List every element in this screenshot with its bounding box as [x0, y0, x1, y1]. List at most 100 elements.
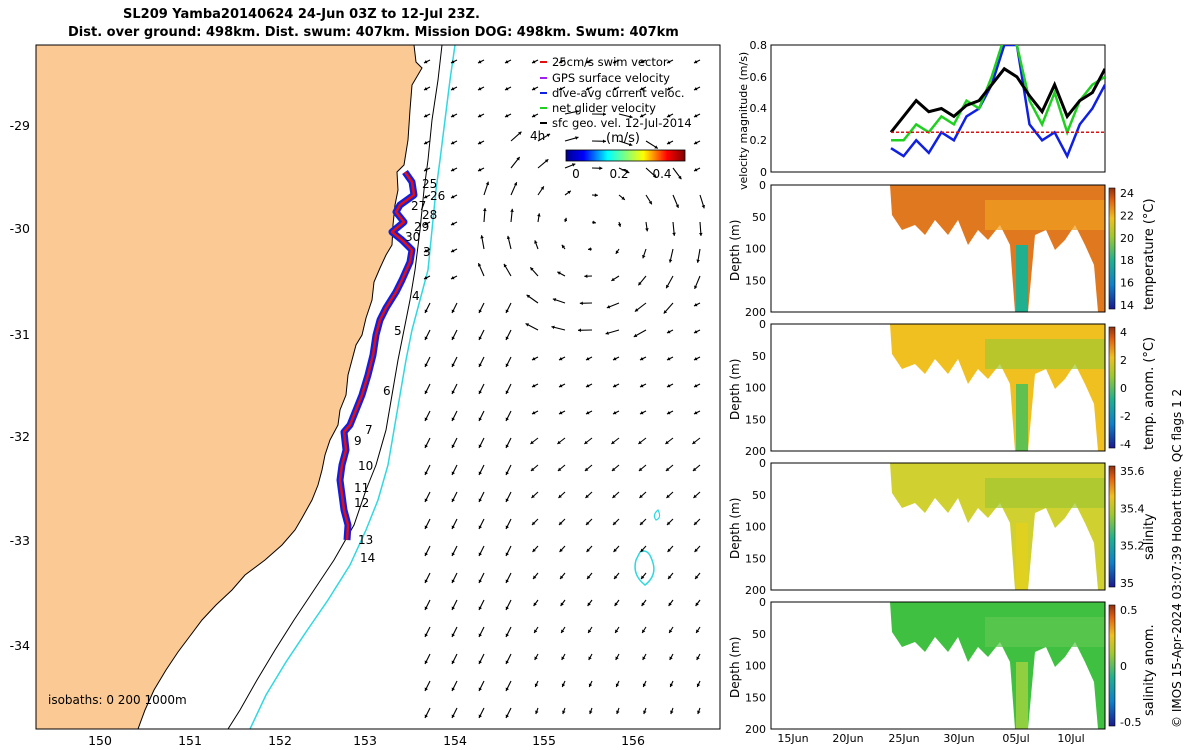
- velocity-arrowhead: [640, 548, 644, 552]
- velocity-series-line: [889, 66, 1105, 134]
- time-xtick: 20Jun: [832, 732, 863, 745]
- lon-tick: 153: [353, 733, 377, 748]
- velocity-arrowhead: [584, 467, 589, 471]
- time-xtick: 05Jul: [1002, 732, 1029, 745]
- lat-tick: -30: [10, 221, 30, 236]
- velocity-arrowhead: [640, 87, 644, 91]
- section-colorbar: [1108, 604, 1116, 727]
- velocity-arrowhead: [424, 222, 428, 226]
- velocity-arrowhead: [505, 633, 509, 637]
- velocity-arrowhead: [668, 259, 673, 263]
- temperature-cbar-label: temperature (°C): [1142, 198, 1157, 310]
- colorbar-tick: 35.4: [1120, 502, 1145, 515]
- imos-footer: © IMOS 15-Apr-2024 03:07:39 Hobart time.…: [1170, 388, 1184, 728]
- depth-tick: 0: [759, 596, 766, 609]
- velocity-arrowhead: [451, 498, 455, 502]
- velocity-arrowhead: [451, 87, 455, 91]
- velocity-arrowhead: [557, 440, 561, 444]
- velocity-arrowhead: [424, 60, 428, 64]
- lat-tick: -33: [10, 533, 30, 548]
- day-label: 5: [394, 324, 402, 338]
- velocity-arrowhead: [697, 710, 701, 714]
- velocity-arrowhead: [424, 552, 428, 556]
- depth-tick: 200: [745, 445, 766, 458]
- velocity-arrowhead: [451, 417, 455, 421]
- velocity-arrowhead: [588, 629, 592, 633]
- colorbar-tick: 35: [1120, 577, 1134, 590]
- lon-tick: 154: [443, 733, 467, 748]
- velocity-arrowhead: [634, 308, 639, 312]
- depth-tick: 150: [745, 274, 766, 287]
- velocity-arrowhead: [478, 687, 482, 691]
- velocity-arrowhead: [451, 222, 455, 226]
- velocity-arrowhead: [640, 357, 644, 361]
- depth-tick: 200: [745, 723, 766, 736]
- velocity-arrowhead: [584, 440, 588, 444]
- depth-tick: 100: [745, 382, 766, 395]
- velocity-arrowhead: [667, 330, 671, 334]
- velocity-arrowhead: [586, 357, 590, 361]
- velocity-arrowhead: [532, 87, 536, 91]
- velocity-arrowhead: [451, 114, 455, 118]
- velocity-arrowhead: [505, 525, 509, 529]
- velocity-arrows: [423, 59, 706, 719]
- velocity-arrowhead: [592, 220, 596, 224]
- velocity-arrowhead: [559, 357, 563, 361]
- velocity-arrowhead: [672, 232, 676, 236]
- velocity-arrowhead: [614, 602, 618, 606]
- velocity-arrowhead: [667, 357, 671, 361]
- velocity-arrowhead: [694, 114, 698, 118]
- colorbar-tick: 0.4: [652, 167, 671, 181]
- velocity-arrowhead: [544, 159, 549, 163]
- day-label: 30: [405, 230, 420, 244]
- velocity-arrowhead: [506, 235, 511, 240]
- velocity-arrowhead: [638, 440, 642, 444]
- velocity-arrowhead: [505, 498, 509, 502]
- velocity-arrowhead: [478, 390, 482, 394]
- velocity-arrowhead: [451, 390, 455, 394]
- depth-tick: 50: [752, 350, 766, 363]
- day-label: 14: [360, 551, 375, 565]
- velocity-arrowhead: [478, 363, 482, 367]
- velocity-series-line: [891, 45, 1105, 142]
- velocity-arrowhead: [478, 444, 482, 448]
- velocity-arrowhead: [537, 213, 541, 217]
- cyan-small-contour: [653, 509, 661, 521]
- velocity-arrowhead: [694, 285, 698, 289]
- velocity-arrowhead: [451, 168, 455, 172]
- velocity-arrowhead: [602, 112, 606, 116]
- velocity-arrowhead: [588, 656, 592, 660]
- depth-section-panel: 0 50 100 150 200 35.6 35.4 35.2 35: [745, 457, 1145, 597]
- temp-anom-cbar-label: temp. anom. (°C): [1142, 336, 1157, 450]
- section-deep-spike: [1016, 662, 1028, 729]
- velocity-arrowhead: [505, 687, 509, 691]
- velocity-arrowhead: [532, 411, 536, 415]
- velocity-arrowhead: [424, 195, 428, 199]
- velocity-arrowhead: [586, 60, 590, 64]
- day-label: 28: [422, 208, 437, 222]
- velocity-arrowhead: [551, 325, 555, 330]
- velocity-arrowhead: [615, 683, 620, 687]
- velocity-arrowhead: [451, 309, 455, 313]
- colorbar-tick: 2: [1120, 354, 1127, 367]
- velocity-arrowhead: [533, 575, 537, 579]
- day-label: 13: [358, 533, 373, 547]
- velocity-arrowhead: [612, 521, 617, 525]
- velocity-arrowhead: [505, 336, 509, 340]
- velocity-arrowhead: [666, 521, 671, 525]
- velocity-arrowhead: [530, 440, 534, 444]
- velocity-arrowhead: [586, 87, 590, 91]
- day-label: 10: [358, 459, 373, 473]
- section-colorbar: [1108, 465, 1116, 588]
- salinity-cbar-label: salinity: [1142, 513, 1157, 560]
- velocity-arrowhead: [579, 301, 583, 306]
- velocity-arrowhead: [696, 629, 700, 633]
- velocity-arrowhead: [424, 498, 428, 502]
- day-label: 11: [354, 481, 369, 495]
- velocity-arrowhead: [424, 141, 428, 145]
- depth-tick: 150: [745, 552, 766, 565]
- velocity-arrowhead: [510, 208, 514, 212]
- velocity-arrowhead: [675, 204, 679, 208]
- velocity-arrowhead: [478, 336, 482, 340]
- velocity-arrowhead: [615, 250, 619, 254]
